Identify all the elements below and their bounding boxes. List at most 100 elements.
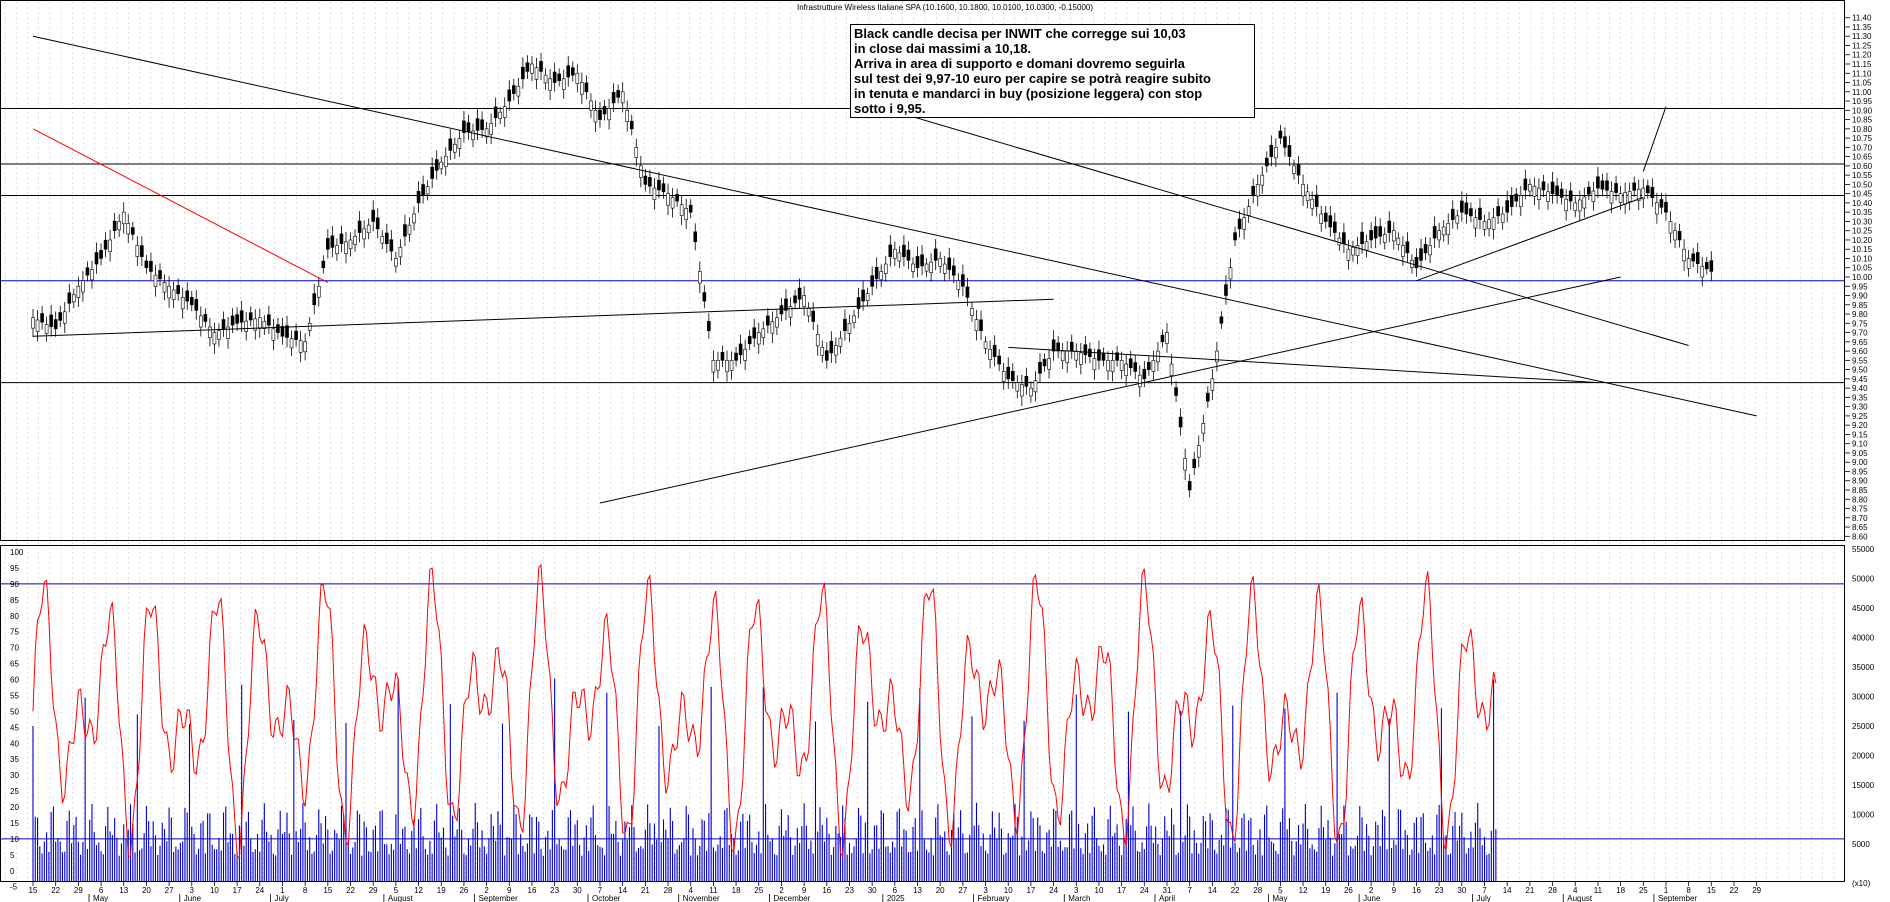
candle-body xyxy=(620,91,625,104)
candle-body xyxy=(1314,194,1319,207)
candle-body xyxy=(1587,186,1591,195)
candle-body xyxy=(321,260,326,269)
candle-body xyxy=(289,338,294,349)
candle-body xyxy=(548,78,552,91)
trend-line xyxy=(1008,346,1598,384)
x-tick-label: 20 xyxy=(142,886,151,895)
candle-body xyxy=(1015,382,1020,392)
x-tick-label: 11 xyxy=(709,886,718,895)
x-tick-label: 9 xyxy=(802,886,807,895)
candle-body xyxy=(589,100,593,111)
candle-body xyxy=(35,319,40,332)
candle-body xyxy=(834,345,838,356)
x-tick-label: 10 xyxy=(210,886,219,895)
candle-body xyxy=(1024,375,1029,387)
x-tick-label: 28 xyxy=(1253,886,1262,895)
x-tick-label: 2 xyxy=(484,886,489,895)
candle-body xyxy=(1614,183,1618,193)
candle-body xyxy=(1487,219,1491,230)
candle-body xyxy=(298,340,303,353)
candle-body xyxy=(1537,187,1541,200)
x-tick-label: 12 xyxy=(414,886,423,895)
candle-body xyxy=(652,187,657,201)
x-month-label: November xyxy=(683,894,720,902)
candle-body xyxy=(1010,371,1015,382)
candle-body xyxy=(521,66,525,80)
candle-body xyxy=(679,204,684,217)
y-tick-label: 9.15 xyxy=(1852,430,1868,439)
x-tick-label: 3 xyxy=(1074,886,1079,895)
candle-body xyxy=(448,138,453,151)
candle-body xyxy=(1519,195,1523,207)
candle-body xyxy=(443,155,448,168)
x-month-label: July xyxy=(274,894,288,902)
candle-body xyxy=(820,347,825,356)
candle-body xyxy=(1664,201,1668,213)
candle-body xyxy=(888,244,893,257)
x-tick-label: 13 xyxy=(913,886,922,895)
x-month-label: October xyxy=(592,894,621,902)
candle-body xyxy=(1001,371,1006,382)
candle-body xyxy=(933,248,938,261)
x-tick-label: 22 xyxy=(346,886,355,895)
candle-body xyxy=(1215,350,1219,363)
x-tick-label: 27 xyxy=(958,886,967,895)
candle-body xyxy=(829,340,834,354)
x-tick-label: 5 xyxy=(394,886,399,895)
candle-body xyxy=(1478,207,1482,220)
candle-body xyxy=(666,193,670,206)
candle-body xyxy=(1568,190,1573,202)
candle-body xyxy=(702,292,707,302)
candle-body xyxy=(1342,232,1346,244)
candle-body xyxy=(1509,195,1514,207)
candle-body xyxy=(1224,284,1228,296)
y-tick-label: 10.90 xyxy=(1852,106,1873,115)
candle-body xyxy=(1283,136,1287,148)
candle-body xyxy=(375,217,380,230)
y-tick-label: 11.15 xyxy=(1852,60,1872,69)
y-tick-label: 9.55 xyxy=(1852,356,1868,365)
candle-body xyxy=(961,274,965,287)
candle-body xyxy=(99,250,103,259)
candle-body xyxy=(1137,374,1142,388)
candle-body xyxy=(1147,361,1151,370)
candle-body xyxy=(1555,185,1559,196)
candle-body xyxy=(770,321,775,334)
trend-line xyxy=(32,128,329,283)
candle-body xyxy=(425,186,430,195)
y-tick-label: 10.80 xyxy=(1852,125,1873,134)
x-tick-label: 19 xyxy=(1321,886,1330,895)
y-tick-label: 10.35 xyxy=(1852,208,1873,217)
candle-body xyxy=(344,241,348,254)
candle-body xyxy=(561,78,566,90)
candle-body xyxy=(693,231,698,243)
candle-body xyxy=(171,289,176,300)
x-tick-label: 29 xyxy=(74,886,83,895)
candle-body xyxy=(974,319,979,332)
candle-body xyxy=(979,319,983,332)
candle-body xyxy=(362,228,366,240)
oscillator-tick-label: 65 xyxy=(10,660,19,669)
x-month-label: 2025 xyxy=(887,894,905,902)
candle-body xyxy=(1460,200,1464,213)
candle-body xyxy=(838,337,843,347)
candle-body xyxy=(434,159,439,171)
x-tick-label: 8 xyxy=(303,886,308,895)
x-tick-label: 28 xyxy=(664,886,673,895)
x-month-label: March xyxy=(1068,894,1090,902)
candle-body xyxy=(1287,145,1292,157)
candle-body xyxy=(1246,206,1251,216)
annotation-line: Black candle decisa per INWIT che correg… xyxy=(854,26,1186,41)
candle-body xyxy=(380,235,385,244)
candle-body xyxy=(811,310,815,322)
candle-body xyxy=(575,72,580,84)
x-tick-label: 22 xyxy=(1231,886,1240,895)
candle-body xyxy=(85,267,90,276)
candle-body xyxy=(480,119,484,130)
y-tick-label: 10.65 xyxy=(1852,153,1873,162)
candle-body xyxy=(1069,341,1074,352)
candle-body xyxy=(135,245,140,257)
candle-body xyxy=(593,110,598,123)
candle-body xyxy=(570,67,575,76)
candle-body xyxy=(1333,221,1337,233)
